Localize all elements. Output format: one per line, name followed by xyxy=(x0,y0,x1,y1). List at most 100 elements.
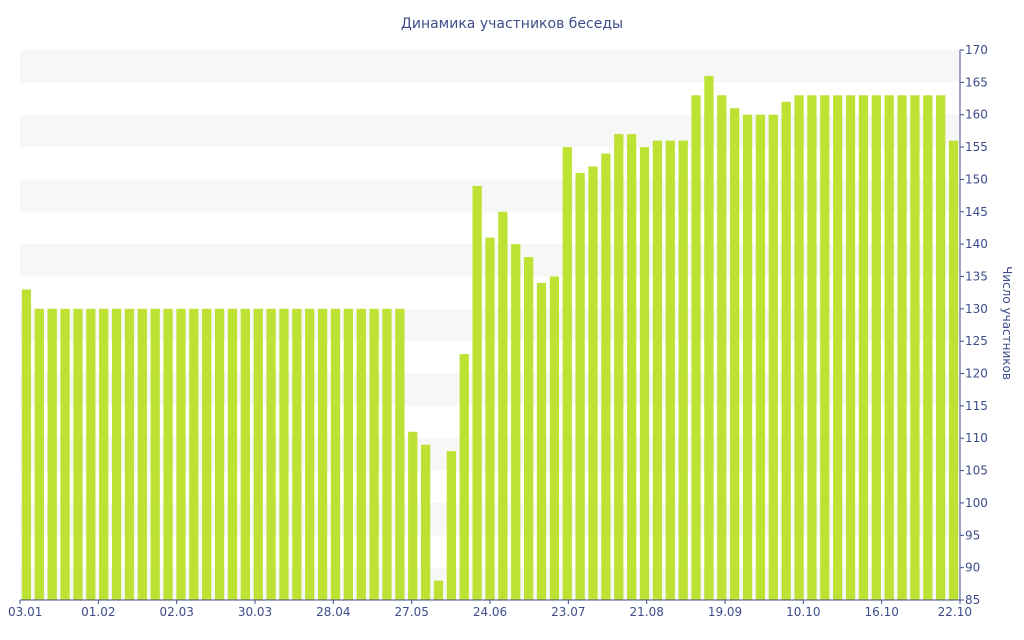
bar[interactable] xyxy=(408,431,418,600)
bar[interactable] xyxy=(678,140,688,600)
bar[interactable] xyxy=(150,308,160,600)
x-tick-label: 28.04 xyxy=(316,605,350,619)
x-axis: 03.01 01.02 02.03 30.03 28.04 27.05 24.06 23.07… xyxy=(8,599,972,619)
bar[interactable] xyxy=(768,114,778,601)
bar[interactable] xyxy=(111,308,122,600)
bar[interactable] xyxy=(459,354,469,600)
bar[interactable] xyxy=(253,308,263,600)
bar[interactable] xyxy=(305,308,315,600)
y-tick-label: 115 xyxy=(965,399,988,413)
bar[interactable] xyxy=(871,95,881,600)
bar[interactable] xyxy=(601,153,611,600)
bar[interactable] xyxy=(781,101,791,600)
bar[interactable] xyxy=(575,172,585,600)
bar[interactable] xyxy=(704,75,714,600)
bar[interactable] xyxy=(356,308,366,600)
bar[interactable] xyxy=(523,257,534,600)
bar[interactable] xyxy=(86,308,96,600)
bar[interactable] xyxy=(755,114,766,601)
bar[interactable] xyxy=(137,308,147,600)
bar[interactable] xyxy=(420,444,431,600)
x-tick-label: 22.10 xyxy=(938,605,972,619)
bar[interactable] xyxy=(897,95,907,600)
bar[interactable] xyxy=(639,147,650,600)
bar[interactable] xyxy=(845,95,856,600)
bar[interactable] xyxy=(202,308,212,600)
x-tick-label: 02.03 xyxy=(159,605,193,619)
bar[interactable] xyxy=(472,185,482,600)
y-tick-label: 170 xyxy=(965,43,988,57)
bar[interactable] xyxy=(807,95,817,600)
bar[interactable] xyxy=(485,237,495,600)
bar[interactable] xyxy=(910,95,920,600)
bar[interactable] xyxy=(833,95,843,600)
bar[interactable] xyxy=(446,451,456,600)
bar[interactable] xyxy=(21,289,32,600)
y-tick-label: 160 xyxy=(965,108,988,122)
bar[interactable] xyxy=(717,95,727,600)
bar[interactable] xyxy=(317,308,328,600)
bar[interactable] xyxy=(369,308,379,600)
y-tick-label: 85 xyxy=(965,593,980,607)
bar[interactable] xyxy=(884,95,894,600)
bar[interactable] xyxy=(60,308,70,600)
bar[interactable] xyxy=(652,140,663,600)
bar[interactable] xyxy=(124,308,135,600)
bar[interactable] xyxy=(279,308,289,600)
y-axis: 85 90 95 100 105 110 115 120 125 130 135 140 145 150 1… xyxy=(959,43,988,607)
grid-band xyxy=(20,50,960,83)
y-tick-label: 110 xyxy=(965,431,988,445)
bar[interactable] xyxy=(549,276,560,600)
bar[interactable] xyxy=(330,308,341,600)
bar[interactable] xyxy=(73,308,83,600)
bar[interactable] xyxy=(214,308,225,600)
x-tick-label: 23.07 xyxy=(551,605,585,619)
bar[interactable] xyxy=(99,308,109,600)
bar[interactable] xyxy=(176,308,186,600)
bar[interactable] xyxy=(936,95,946,600)
bar[interactable] xyxy=(562,147,572,600)
x-tick-label: 10.10 xyxy=(786,605,820,619)
x-tick-label: 19.09 xyxy=(708,605,742,619)
y-tick-label: 165 xyxy=(965,75,988,89)
bar[interactable] xyxy=(266,308,276,600)
y-tick-label: 100 xyxy=(965,496,988,510)
bar[interactable] xyxy=(395,308,405,600)
bar[interactable] xyxy=(665,140,675,600)
bar[interactable] xyxy=(614,134,624,600)
y-tick-label: 120 xyxy=(965,367,988,381)
grid-band xyxy=(20,114,960,148)
bar[interactable] xyxy=(240,308,250,600)
bar[interactable] xyxy=(34,308,44,600)
x-tick-label: 01.02 xyxy=(81,605,115,619)
bar[interactable] xyxy=(536,282,547,600)
y-tick-label: 130 xyxy=(965,302,988,316)
y-tick-label: 90 xyxy=(965,561,980,575)
bar[interactable] xyxy=(794,95,804,600)
bar[interactable] xyxy=(433,580,444,600)
bar[interactable] xyxy=(588,166,598,600)
bar[interactable] xyxy=(382,308,392,600)
bar[interactable] xyxy=(730,108,740,601)
bar[interactable] xyxy=(292,308,302,600)
bar[interactable] xyxy=(227,308,238,600)
bar[interactable] xyxy=(47,308,57,600)
bar[interactable] xyxy=(691,95,701,600)
y-tick-label: 140 xyxy=(965,237,988,251)
bar[interactable] xyxy=(498,211,508,600)
bar[interactable] xyxy=(858,95,869,600)
x-tick-label: 21.08 xyxy=(629,605,663,619)
bar[interactable] xyxy=(511,244,521,600)
bar[interactable] xyxy=(742,114,753,601)
x-tick-label: 03.01 xyxy=(8,605,42,619)
bar[interactable] xyxy=(627,134,637,600)
bar[interactable] xyxy=(923,95,933,600)
bar[interactable] xyxy=(343,308,353,600)
y-tick-label: 145 xyxy=(965,205,988,219)
chart-title: Динамика участников беседы xyxy=(401,16,623,32)
bar[interactable] xyxy=(163,308,173,600)
bar[interactable] xyxy=(948,140,959,600)
bar[interactable] xyxy=(189,308,199,600)
bar[interactable] xyxy=(820,95,830,600)
x-tick-label: 27.05 xyxy=(394,605,428,619)
